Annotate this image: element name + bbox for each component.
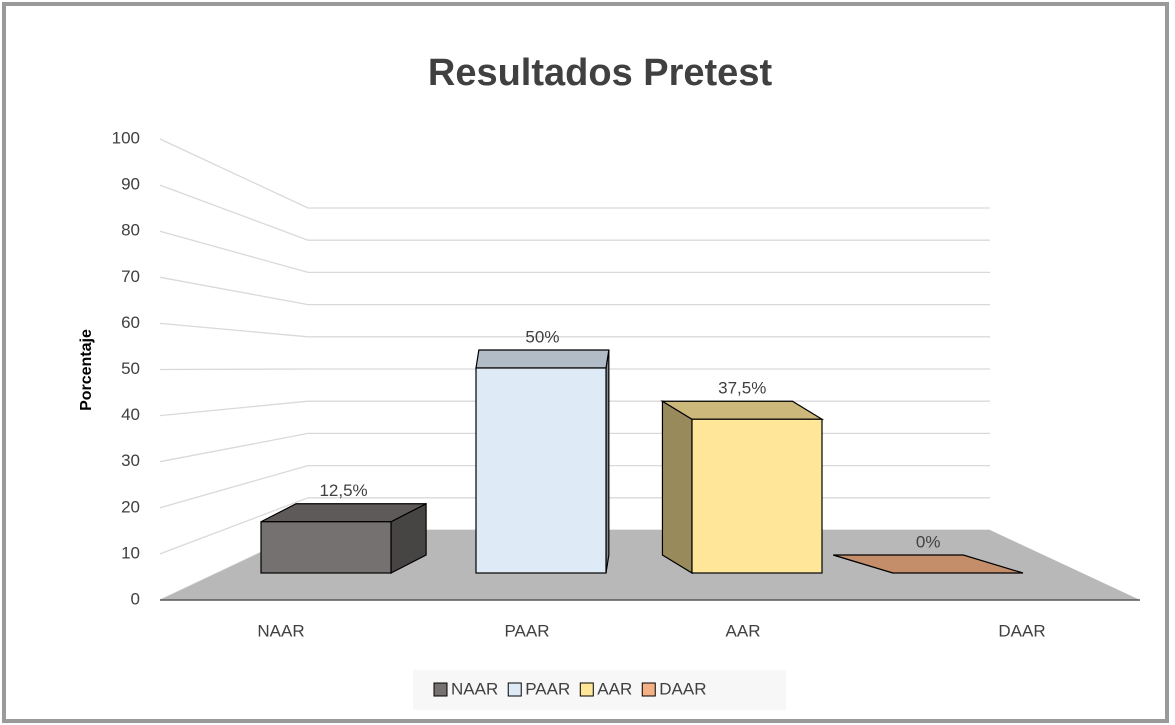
x-tick-label: AAR bbox=[726, 621, 761, 640]
x-tick-label: NAAR bbox=[257, 621, 304, 640]
y-tick-label: 60 bbox=[121, 313, 140, 332]
data-label: 37,5% bbox=[718, 379, 766, 398]
grid-line bbox=[159, 138, 990, 209]
legend-label: DAAR bbox=[659, 679, 706, 698]
bar-front bbox=[475, 367, 607, 574]
y-tick-label: 90 bbox=[121, 175, 140, 194]
bar-top bbox=[475, 349, 610, 369]
y-axis-label: Porcentaje bbox=[78, 329, 95, 411]
data-label: 12,5% bbox=[319, 481, 367, 500]
legend-swatch bbox=[641, 682, 656, 697]
grid-line bbox=[159, 322, 990, 338]
chart-title: Resultados Pretest bbox=[428, 52, 773, 94]
data-label: 50% bbox=[525, 327, 559, 346]
y-tick-label: 0 bbox=[131, 589, 140, 608]
x-tick-label: DAAR bbox=[998, 621, 1045, 640]
bar-top bbox=[833, 554, 1024, 574]
bar-front bbox=[691, 418, 823, 574]
legend-label: PAAR bbox=[525, 679, 570, 698]
legend-label: NAAR bbox=[451, 679, 498, 698]
grid-line bbox=[159, 184, 990, 241]
grid-line bbox=[159, 276, 990, 306]
y-tick-label: 40 bbox=[121, 405, 140, 424]
legend-label: AAR bbox=[597, 679, 632, 698]
y-tick-label: 80 bbox=[121, 221, 140, 240]
legend-swatch bbox=[507, 682, 522, 697]
legend-swatch bbox=[579, 682, 594, 697]
bar bbox=[660, 400, 825, 575]
bar-side bbox=[661, 400, 693, 575]
data-label: 0% bbox=[916, 532, 941, 551]
y-tick-label: 50 bbox=[121, 359, 140, 378]
y-tick-label: 100 bbox=[112, 128, 140, 147]
bar-front bbox=[260, 521, 392, 574]
legend-swatch bbox=[433, 682, 448, 697]
y-tick-label: 20 bbox=[121, 497, 140, 516]
y-tick-label: 10 bbox=[121, 543, 140, 562]
bar bbox=[475, 349, 610, 574]
bar bbox=[260, 502, 427, 574]
legend-box bbox=[413, 670, 786, 710]
bar bbox=[833, 554, 1024, 574]
grid-line bbox=[159, 368, 990, 371]
grid-line bbox=[159, 230, 990, 274]
y-tick-label: 30 bbox=[121, 451, 140, 470]
x-tick-label: PAAR bbox=[504, 621, 549, 640]
y-tick-label: 70 bbox=[121, 267, 140, 286]
